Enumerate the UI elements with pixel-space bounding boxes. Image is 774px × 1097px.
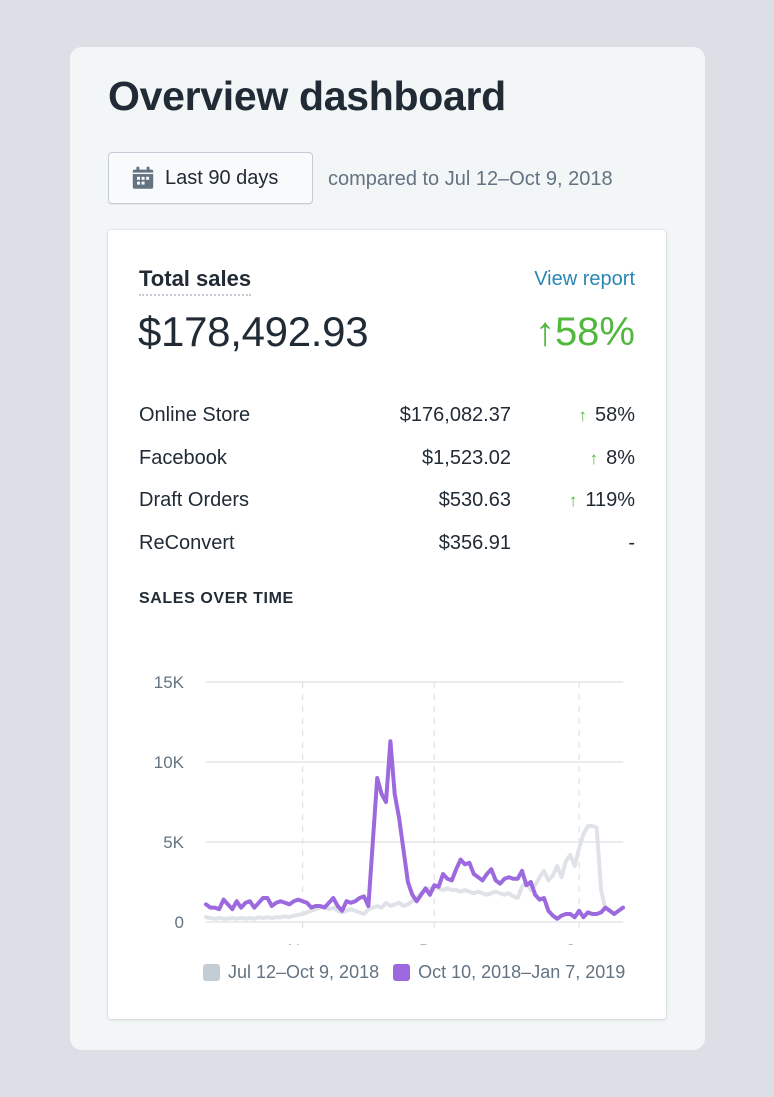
channel-amount: $176,082.37 xyxy=(399,404,511,426)
total-sales-card: Total sales View report $178,492.93 ↑58%… xyxy=(108,230,666,1019)
channel-amount: $356.91 xyxy=(438,531,511,554)
channel-name: Online Store xyxy=(139,404,251,426)
channel-row: Facebook $1,523.02 ↑ 8% xyxy=(139,441,635,484)
legend-swatch xyxy=(203,964,220,981)
channel-change: ↑ 58% xyxy=(578,404,635,427)
calendar-icon xyxy=(132,166,154,189)
channel-amount: $530.63 xyxy=(438,489,511,511)
svg-text:5K: 5K xyxy=(163,833,184,852)
total-sales-heading[interactable]: Total sales xyxy=(139,266,252,296)
channel-name: ReConvert xyxy=(139,531,235,554)
legend-item-previous[interactable]: Jul 12–Oct 9, 2018 xyxy=(203,962,379,983)
chart-legend: Jul 12–Oct 9, 2018 Oct 10, 2018–Jan 7, 2… xyxy=(203,962,639,983)
channel-change: - xyxy=(628,532,635,555)
chart-grid xyxy=(206,681,623,928)
x-axis-ticks: Nov Dec Jan xyxy=(287,941,592,945)
channel-change-value: 119% xyxy=(585,489,635,511)
dashboard-panel: Overview dashboard Last 90 days compared… xyxy=(70,47,705,1050)
channel-change: ↑ 119% xyxy=(569,489,635,512)
legend-label: Jul 12–Oct 9, 2018 xyxy=(228,962,380,982)
channel-amount: $1,523.02 xyxy=(422,446,511,469)
total-change: ↑58% xyxy=(535,310,635,355)
channel-change: ↑ 8% xyxy=(590,447,635,470)
arrow-up-icon: ↑ xyxy=(568,491,578,510)
channel-row: Draft Orders $530.63 ↑ 119% xyxy=(139,483,635,526)
date-range-label: Last 90 days xyxy=(165,166,279,189)
view-report-link[interactable]: View report xyxy=(534,268,635,290)
legend-item-current[interactable]: Oct 10, 2018–Jan 7, 2019 xyxy=(393,962,625,983)
previous-period-line xyxy=(204,824,608,921)
svg-text:15K: 15K xyxy=(154,673,185,692)
arrow-up-icon: ↑ xyxy=(534,310,555,354)
channel-name: Facebook xyxy=(139,446,227,469)
date-range-button[interactable]: Last 90 days xyxy=(108,152,313,204)
current-period-line xyxy=(204,739,625,921)
channel-change-value: 58% xyxy=(594,404,635,426)
channel-row: ReConvert $356.91 - xyxy=(139,526,635,569)
page-title: Overview dashboard xyxy=(108,73,506,119)
channel-change-value: 8% xyxy=(606,446,635,469)
svg-text:Dec: Dec xyxy=(419,941,450,945)
channel-row: Online Store $176,082.37 ↑ 58% xyxy=(139,398,635,441)
legend-label: Oct 10, 2018–Jan 7, 2019 xyxy=(418,962,626,982)
total-sales-value: $178,492.93 xyxy=(138,308,369,355)
svg-text:10K: 10K xyxy=(154,753,185,772)
channel-breakdown: Online Store $176,082.37 ↑ 58% Facebook $… xyxy=(139,398,635,568)
arrow-up-icon: ↑ xyxy=(578,406,587,425)
total-change-value: 58% xyxy=(554,310,635,354)
legend-swatch xyxy=(393,964,411,981)
channel-name: Draft Orders xyxy=(139,489,250,511)
channel-change-value: - xyxy=(628,531,635,554)
arrow-up-icon: ↑ xyxy=(589,448,599,468)
y-axis-ticks: 0 5K 10K 15K xyxy=(154,673,185,932)
sales-over-time-chart[interactable]: 0 5K 10K 15K Nov Dec Jan xyxy=(108,625,666,945)
svg-text:Jan: Jan xyxy=(565,941,592,945)
svg-text:0: 0 xyxy=(175,913,184,932)
svg-text:Nov: Nov xyxy=(287,941,318,945)
section-title: SALES OVER TIME xyxy=(139,590,294,607)
comparison-text: compared to Jul 12–Oct 9, 2018 xyxy=(328,168,613,190)
